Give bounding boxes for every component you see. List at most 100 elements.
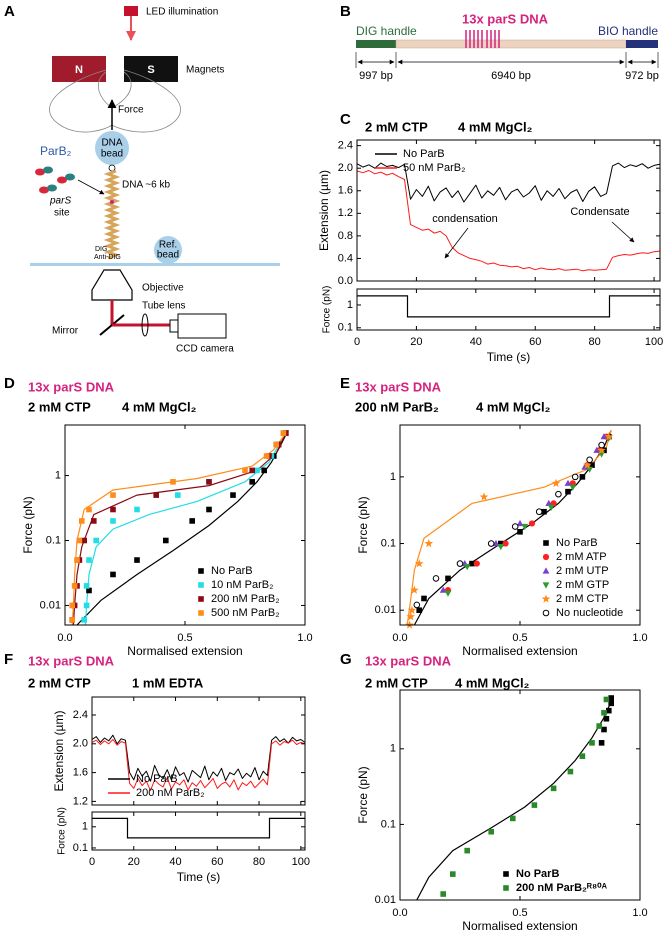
- chart-subtitle: 1 mM EDTA: [132, 675, 204, 690]
- legend-label: 200 nM ParB₂: [211, 593, 279, 605]
- legend-label: 500 nM ParB₂: [211, 607, 279, 619]
- marker: [273, 441, 279, 448]
- y-tick-label: 1: [82, 821, 88, 833]
- field-lines: [49, 69, 181, 133]
- annotation: condensation: [432, 213, 497, 225]
- y-tick-label: 0.0: [338, 275, 353, 287]
- marker: [487, 540, 495, 547]
- marker: [596, 723, 602, 729]
- marker: [81, 537, 87, 544]
- label: site: [54, 208, 70, 219]
- marker: [535, 508, 543, 516]
- legend-swatch: [198, 596, 204, 602]
- parb-molecules: [35, 166, 75, 194]
- marker: [134, 506, 140, 513]
- x-tick-label: 80: [589, 336, 601, 348]
- marker: [261, 467, 267, 474]
- marker: [565, 488, 571, 495]
- legend-label: No nucleotide: [556, 607, 623, 619]
- surface: [30, 263, 280, 266]
- y-tick-label: 1: [347, 299, 353, 311]
- label: Force: [118, 105, 144, 116]
- marker: [581, 463, 589, 470]
- marker: [91, 518, 97, 524]
- x-tick-label: 0.0: [392, 907, 407, 919]
- x-tick-label: 40: [470, 336, 482, 348]
- marker: [555, 490, 562, 498]
- marker: [153, 492, 159, 498]
- marker: [497, 544, 505, 551]
- marker: [571, 473, 579, 481]
- plot-frame: [91, 696, 306, 806]
- marker: [541, 508, 547, 515]
- legend-label: No ParB: [556, 537, 598, 549]
- y-axis-label: Force (pN): [322, 286, 333, 334]
- marker: [414, 559, 424, 568]
- camera-lens: [169, 319, 179, 333]
- label: BIO handle: [598, 24, 658, 38]
- y-tick-label: 1: [55, 469, 61, 481]
- y-tick-label: 0.1: [381, 818, 396, 830]
- panel-label: B: [340, 3, 351, 20]
- x-tick-label: 1.0: [632, 907, 647, 919]
- marker: [516, 519, 524, 527]
- marker: [589, 740, 595, 746]
- legend-swatch: [541, 594, 551, 603]
- tube-lens: [141, 313, 149, 337]
- marker: [608, 695, 614, 701]
- marker: [242, 467, 248, 474]
- marker: [456, 560, 464, 567]
- marker: [93, 537, 99, 544]
- label: parS: [49, 196, 71, 207]
- label: DNA ~6 kb: [122, 180, 171, 191]
- dig-handle: [356, 40, 396, 48]
- marker: [175, 492, 181, 498]
- marker: [463, 564, 471, 571]
- x-tick-label: 80: [253, 856, 265, 868]
- legend-swatch: [503, 885, 509, 891]
- label: bead: [101, 149, 123, 160]
- y-tick-label: 0.1: [46, 534, 61, 546]
- marker: [586, 456, 593, 464]
- annotation-arrow: [611, 221, 635, 243]
- marker: [547, 504, 555, 511]
- y-tick-label: 0.01: [40, 599, 61, 611]
- legend-swatch: [198, 582, 204, 588]
- panel-label: E: [340, 375, 350, 392]
- trace: [356, 170, 661, 272]
- y-tick-label: 1.6: [73, 767, 88, 779]
- force-trace: [357, 295, 660, 318]
- chart-title: 200 nM ParB₂: [355, 399, 439, 414]
- x-tick-label: 0.0: [57, 632, 72, 644]
- label: Objective: [142, 283, 184, 294]
- dna: [103, 169, 121, 260]
- legend-label: 2 mM GTP: [556, 579, 609, 591]
- legend-swatch: [503, 871, 509, 877]
- trace: [356, 162, 661, 203]
- x-axis-label: Time (s): [177, 870, 221, 884]
- marker: [450, 871, 456, 877]
- plot-frame: [356, 139, 661, 282]
- marker: [249, 479, 255, 485]
- label: Tube lens: [142, 301, 186, 312]
- marker: [608, 700, 614, 707]
- y-tick-label: 1: [390, 471, 396, 483]
- marker: [545, 499, 553, 506]
- legend-swatch: [542, 582, 550, 589]
- marker: [86, 587, 92, 594]
- marker: [444, 590, 452, 597]
- x-tick-label: 0.5: [512, 907, 527, 919]
- y-tick-label: 2.0: [73, 738, 88, 750]
- marker: [416, 607, 422, 614]
- marker: [586, 466, 593, 473]
- label: DIG: [95, 246, 107, 253]
- label: CCD camera: [176, 344, 234, 355]
- marker: [170, 479, 176, 485]
- marker: [469, 560, 475, 567]
- marker: [79, 518, 85, 524]
- pars-sites: [465, 30, 500, 48]
- label: bead: [157, 250, 179, 261]
- x-tick-label: 40: [169, 856, 181, 868]
- x-tick-label: 20: [128, 856, 140, 868]
- marker: [407, 605, 417, 614]
